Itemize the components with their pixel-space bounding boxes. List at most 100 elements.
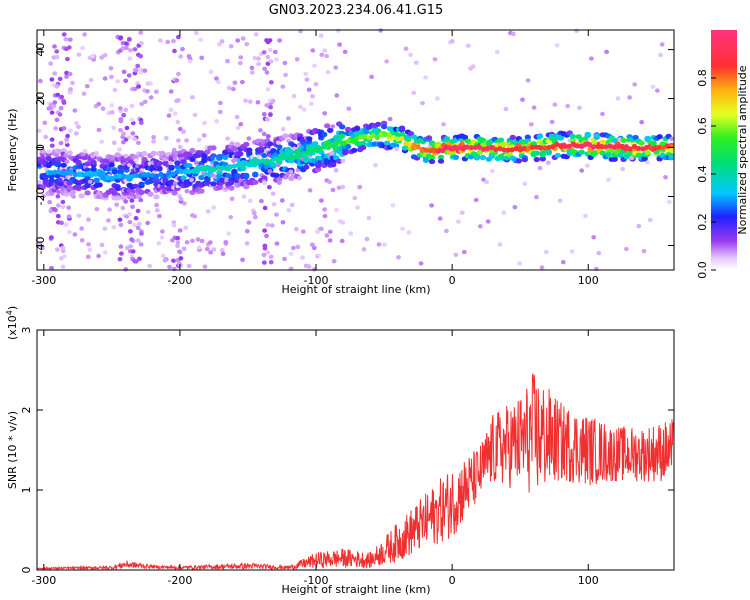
spectrogram-cell	[47, 200, 53, 205]
spectrogram-cell	[99, 139, 104, 144]
spectrogram-cell	[49, 137, 55, 142]
spectrogram-cell	[193, 160, 199, 165]
spectrogram-cell	[408, 52, 413, 58]
spectrogram-cell	[604, 49, 609, 54]
spectrogram-cell	[202, 264, 208, 269]
spectrogram-cell	[54, 153, 60, 158]
spectrogram-ridge-point	[284, 154, 290, 160]
spectrogram-ridge-point	[468, 145, 474, 151]
spectrogram-ridge-point	[219, 165, 225, 171]
spectrogram-cell	[229, 196, 235, 201]
spectrogram-cell	[668, 142, 675, 148]
snr-scale-prefix: (x10	[6, 315, 19, 340]
spectrogram-ridge-point	[342, 140, 348, 146]
spectrogram-cell	[86, 217, 91, 222]
spectrogram-cell	[48, 61, 54, 66]
spectrogram-cell	[37, 180, 42, 185]
spectrogram-ridge-point	[174, 169, 180, 175]
spectrogram-cell	[37, 241, 43, 246]
spectrogram-cell	[201, 152, 208, 159]
spectrogram-cell	[283, 175, 288, 180]
spectrogram-cell	[63, 37, 69, 42]
spectrogram-cell	[66, 185, 73, 191]
spectrogram-cell	[138, 54, 144, 59]
spectrogram-cell	[184, 189, 190, 194]
spectrogram-x-label: Height of straight line (km)	[281, 283, 430, 296]
spectrogram-cell	[220, 251, 226, 256]
spectrogram-cell	[549, 119, 555, 125]
spectrogram-ridge-point	[170, 171, 176, 177]
spectrogram-ridge-point	[346, 138, 352, 144]
spectrogram-cell	[181, 201, 187, 206]
spectrogram-cell	[324, 233, 330, 238]
spectrogram-cell	[69, 192, 75, 197]
spectrogram-cell	[324, 53, 329, 59]
spectrogram-cell	[130, 131, 136, 136]
spectrogram-cell	[267, 185, 272, 190]
spectrogram-ridge-point	[337, 139, 344, 145]
spectrogram-cell	[339, 124, 346, 130]
spectrogram-cell	[288, 251, 294, 256]
spectrogram-ridge-point	[452, 144, 458, 150]
spectrogram-cell	[453, 252, 459, 257]
spectrogram-cell	[300, 255, 305, 260]
spectrogram-cell	[655, 88, 660, 93]
spectrogram-cell	[127, 219, 133, 225]
spectrogram-cell	[246, 136, 252, 141]
spectrogram-cell	[157, 213, 162, 219]
spectrogram-cell	[294, 57, 300, 62]
spectrogram-cell	[123, 153, 129, 159]
spectrogram-cell	[171, 258, 176, 263]
spectrogram-cell	[297, 175, 302, 181]
spectrogram-cell	[175, 98, 181, 103]
spectrogram-cell	[129, 117, 135, 123]
spectrogram-ridge-point	[382, 131, 388, 138]
spectrogram-cell	[334, 93, 340, 98]
spectrogram-cell	[274, 212, 279, 217]
spectrogram-ridge-point	[435, 148, 442, 154]
spectrogram-cell	[147, 191, 154, 197]
spectrogram-cell	[59, 94, 64, 100]
spectrogram-ridge-point	[562, 143, 568, 149]
spectrogram-cell	[557, 135, 564, 141]
spectrogram-cell	[79, 226, 84, 231]
spectrogram-cell	[272, 49, 278, 55]
spectrogram-cell	[175, 235, 181, 241]
spectrogram-ridge-point	[648, 145, 654, 151]
spectrogram-cell	[49, 143, 55, 148]
spectrogram-cell	[118, 106, 123, 111]
spectrogram-cell	[217, 42, 222, 47]
spectrogram-cell	[145, 209, 151, 215]
spectrogram-cell	[288, 169, 294, 174]
spectrogram-cell	[265, 87, 271, 92]
spectrogram-cell	[171, 223, 177, 228]
spectrogram-ridge-point	[182, 169, 188, 175]
spectrogram-ridge-point	[293, 154, 299, 160]
spectrogram-ridge-point	[591, 144, 597, 150]
snr-x-tick-label: 0	[449, 574, 456, 587]
spectrogram-cell	[171, 190, 178, 196]
spectrogram-cell	[61, 126, 67, 131]
spectrogram-cell	[160, 253, 166, 259]
spectrogram-cell	[124, 125, 130, 131]
spectrogram-cell	[181, 129, 186, 134]
snr-x-label: Height of straight line (km)	[281, 583, 430, 596]
spectrogram-cell	[132, 136, 138, 141]
spectrogram-cell	[246, 220, 252, 225]
spectrogram-cell	[79, 238, 85, 243]
spectrogram-cell	[267, 38, 273, 43]
spectrogram-cell	[138, 181, 145, 187]
spectrogram-ridge-point	[129, 173, 135, 179]
spectrogram-cell	[615, 96, 621, 101]
spectrogram-cell	[310, 94, 315, 99]
spectrogram-cell	[638, 140, 645, 146]
spectrogram-cell	[231, 146, 238, 152]
spectrogram-cell	[663, 175, 668, 180]
spectrogram-cell	[265, 54, 271, 60]
snr-x-tick-label: -100	[304, 574, 329, 587]
spectrogram-cell	[261, 131, 267, 137]
spectrogram-cell	[428, 154, 436, 160]
spectrogram-cell	[49, 235, 54, 240]
spectrogram-cell	[55, 213, 61, 219]
spectrogram-cell	[106, 218, 111, 223]
